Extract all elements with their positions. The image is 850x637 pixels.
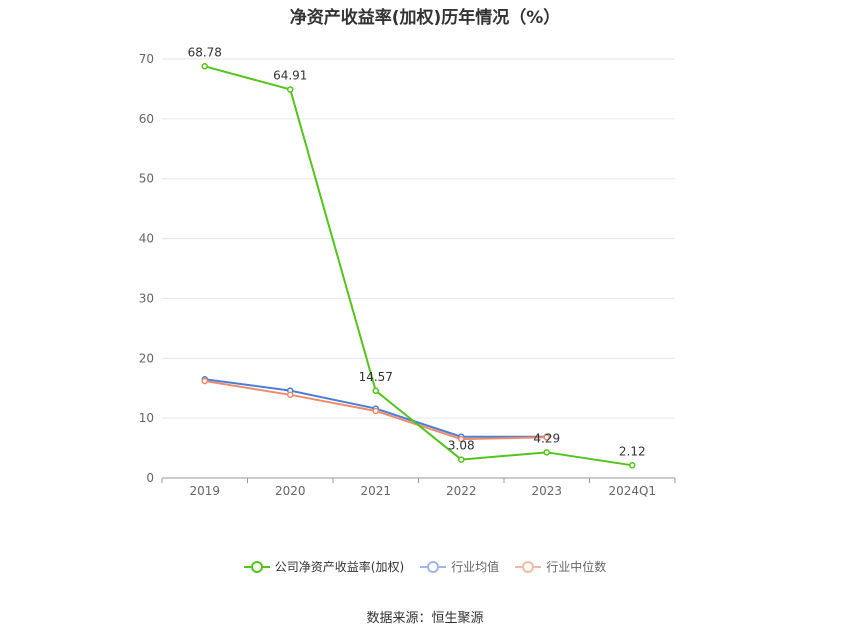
legend-label-industry-median: 行业中位数: [546, 560, 607, 574]
data-point: [201, 377, 208, 385]
x-tick-label: 2021: [360, 484, 391, 498]
data-label: 14.57: [359, 370, 393, 384]
y-tick-label: 20: [139, 351, 154, 365]
x-tick-label: 2022: [446, 484, 477, 498]
data-point: [287, 391, 294, 399]
legend-marker-industry-median: [515, 560, 542, 573]
data-point: [629, 462, 636, 469]
data-point: [458, 435, 465, 443]
legend-label-industry-mean: 行业均值: [451, 560, 500, 574]
y-tick-label: 50: [139, 172, 154, 186]
data-point: [458, 456, 465, 463]
legend-marker-industry-mean: [420, 560, 447, 573]
data-point: [372, 407, 379, 415]
data-source-note: 数据来源：恒生聚源: [366, 611, 484, 626]
data-label: 68.78: [188, 45, 222, 59]
data-label: 4.29: [533, 431, 560, 445]
y-tick-label: 70: [139, 52, 154, 66]
data-point: [372, 387, 379, 395]
x-tick-label: 2020: [275, 484, 306, 498]
series-line: [204, 65, 633, 467]
data-point: [201, 63, 208, 70]
legend-item-company[interactable]: 公司净资产收益率(加权): [243, 558, 405, 575]
legend-item-industry-mean[interactable]: 行业均值: [420, 558, 499, 575]
data-point: [543, 434, 550, 441]
x-tick-label: 2023: [531, 484, 562, 498]
y-tick-label: 0: [146, 471, 154, 485]
x-tick-label: 2024Q1: [608, 484, 656, 498]
legend-item-industry-median[interactable]: 行业中位数: [515, 558, 606, 575]
data-point: [287, 86, 294, 93]
legend-marker-company: [243, 560, 270, 573]
y-tick-label: 10: [139, 411, 154, 425]
data-label: 2.12: [619, 444, 646, 458]
chart-title: 净资产收益率(加权)历年情况（%）: [289, 8, 561, 28]
data-point: [543, 449, 550, 456]
data-label: 3.08: [448, 439, 475, 453]
legend-label-company: 公司净资产收益率(加权): [274, 560, 405, 574]
chart-legend: 公司净资产收益率(加权) 行业均值 行业中位数: [0, 558, 850, 575]
y-tick-label: 30: [139, 291, 154, 305]
data-label: 64.91: [273, 68, 307, 82]
x-tick-label: 2019: [189, 484, 220, 498]
y-tick-label: 60: [139, 112, 154, 126]
y-tick-label: 40: [139, 232, 154, 246]
